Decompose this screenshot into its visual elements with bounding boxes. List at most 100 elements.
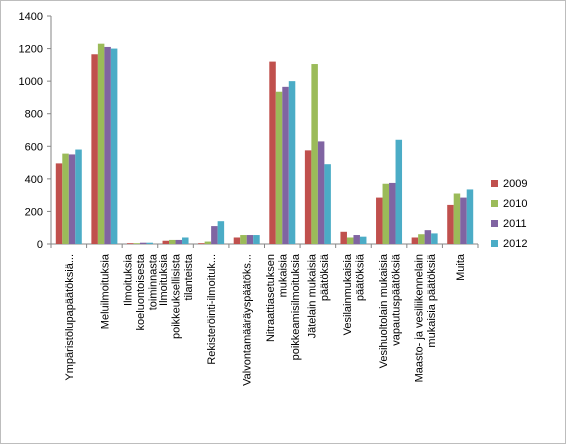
category-label: Maasto- ja vesiliikennelain mukaisia päät…: [413, 253, 438, 382]
bar-2012-5: [253, 235, 260, 244]
y-tick-label: 1400: [19, 11, 43, 23]
category-label-line: poikkeamisilmoituksia: [290, 253, 302, 360]
category-label: Nitraattiasetuksen mukaisia poikkeamisilmo…: [265, 253, 302, 360]
category-label: Valvontamääräyspäätöks...: [242, 254, 254, 386]
legend-swatch-2010: [491, 200, 498, 207]
bar-2010-3: [169, 239, 176, 244]
category-label-line: vapautuspäätöksiä: [390, 253, 402, 346]
legend: 2009 2010 2011 2012: [491, 178, 527, 250]
y-tick-label: 400: [25, 174, 43, 186]
bar-2009-8: [340, 231, 347, 244]
bar-2009-4: [198, 243, 205, 244]
bar-2011-1: [104, 46, 111, 244]
bar-2011-11: [460, 197, 467, 244]
bar-2010-8: [346, 237, 354, 244]
category-label-line: toiminnasta: [147, 253, 159, 310]
category-label-line: Ilmoituksia: [158, 253, 170, 306]
bar-2009-11: [447, 204, 454, 244]
category-label-line: poikkeuksellisista: [171, 253, 183, 339]
bar-2009-9: [376, 197, 383, 244]
bar-2010-7: [311, 64, 318, 244]
bar-2012-10: [431, 233, 438, 244]
category-label: Meluilmoituksia: [99, 253, 111, 329]
category-label-line: mukaisia päätöksiä: [426, 253, 438, 347]
legend-swatch-2012: [491, 240, 498, 247]
legend-label-2009: 2009: [503, 178, 527, 190]
bar-2009-1: [91, 54, 98, 244]
legend-swatch-2011: [491, 220, 498, 227]
category-label: Rekisteröinti-ilmoituk...: [206, 254, 218, 365]
y-tick-label: 600: [25, 141, 43, 153]
legend-label-2012: 2012: [503, 238, 527, 250]
bar-2010-1: [97, 43, 105, 244]
bar-2011-6: [282, 86, 289, 244]
bar-2010-5: [240, 235, 247, 244]
category-label: Vesilainmukaisia päätöksiä: [342, 253, 367, 335]
category-label-line: Vesilainmukaisia: [342, 253, 354, 335]
bar-2011-8: [353, 235, 360, 244]
legend-label-2011: 2011: [503, 218, 527, 230]
category-label-line: Nitraattiasetuksen: [265, 254, 277, 342]
bar-2010-9: [382, 183, 390, 244]
bar-2010-2: [133, 243, 140, 244]
y-tick-label: 1000: [19, 76, 43, 88]
category-label: Jätelain mukaisia päätöksiä: [307, 253, 332, 338]
category-label-line: Meluilmoituksia: [99, 253, 111, 329]
bar-2009-3: [162, 240, 170, 244]
category-label-line: koeluontoisesta: [135, 253, 147, 330]
bar-2012-7: [324, 164, 331, 244]
bar-2011-3: [175, 239, 183, 244]
bar-2010-6: [275, 91, 283, 244]
bar-2010-11: [453, 193, 461, 244]
y-tick-label: 1200: [19, 44, 43, 56]
bar-2011-4: [211, 226, 218, 244]
category-label-line: Ympäristölupapäätöksiä...: [64, 254, 76, 381]
bar-2010-10: [418, 234, 425, 244]
category-label-line: mukaisia: [277, 253, 289, 297]
bar-2011-2: [139, 242, 147, 244]
category-label-line: Jätelain mukaisia: [307, 253, 319, 338]
bar-2012-4: [217, 221, 225, 244]
category-label: Vesihuoltolain mukaisia vapautuspäätöksiä: [378, 253, 403, 368]
category-label-line: Maasto- ja vesiliikennelain: [413, 254, 425, 382]
bar-2012-9: [395, 139, 403, 244]
category-label-line: Ilmoituksia: [122, 253, 134, 306]
axes: 0 200 400 600 800 1000 1200 1400: [19, 11, 479, 251]
category-label: Ympäristölupapäätöksiä...: [64, 254, 76, 381]
bar-2009-6: [269, 61, 276, 244]
category-label-line: tilanteista: [183, 253, 195, 300]
bar-2010-0: [62, 153, 69, 244]
category-label: Muita: [455, 253, 467, 281]
legend-swatch-2009: [491, 180, 498, 187]
bar-2011-10: [424, 230, 432, 244]
bar-2012-1: [110, 48, 118, 244]
bar-2009-7: [304, 150, 312, 244]
category-label-line: päätöksiä: [319, 253, 331, 301]
category-label: Ilmoituksia koeluontoisesta toiminnasta: [122, 253, 159, 330]
category-label-line: Vesihuoltolain mukaisia: [378, 253, 390, 368]
category-label-line: päätöksiä: [355, 253, 367, 301]
bar-2012-0: [75, 149, 82, 244]
y-tick-label: 200: [25, 206, 43, 218]
x-axis-labels: Ympäristölupapäätöksiä... Meluilmoituksia…: [64, 253, 467, 386]
bar-2012-11: [466, 189, 474, 244]
bars: [55, 43, 474, 244]
bar-2009-0: [55, 163, 63, 244]
bar-2012-2: [146, 242, 153, 244]
bar-2009-2: [126, 243, 134, 244]
bar-2011-5: [246, 235, 254, 244]
bar-2009-5: [233, 237, 241, 244]
category-label: Ilmoituksia poikkeuksellisista tilanteista: [158, 253, 195, 339]
category-label-line: Muita: [455, 253, 467, 281]
bar-2012-3: [182, 237, 189, 244]
legend-label-2010: 2010: [503, 198, 527, 210]
bar-2010-4: [204, 241, 212, 244]
category-label-line: Rekisteröinti-ilmoituk...: [206, 254, 218, 365]
y-tick-label: 800: [25, 109, 43, 121]
bar-2011-7: [317, 141, 325, 244]
bar-2012-6: [288, 81, 296, 244]
y-tick-label: 0: [37, 239, 43, 251]
bar-2011-0: [68, 154, 76, 244]
bar-2009-10: [411, 237, 419, 244]
